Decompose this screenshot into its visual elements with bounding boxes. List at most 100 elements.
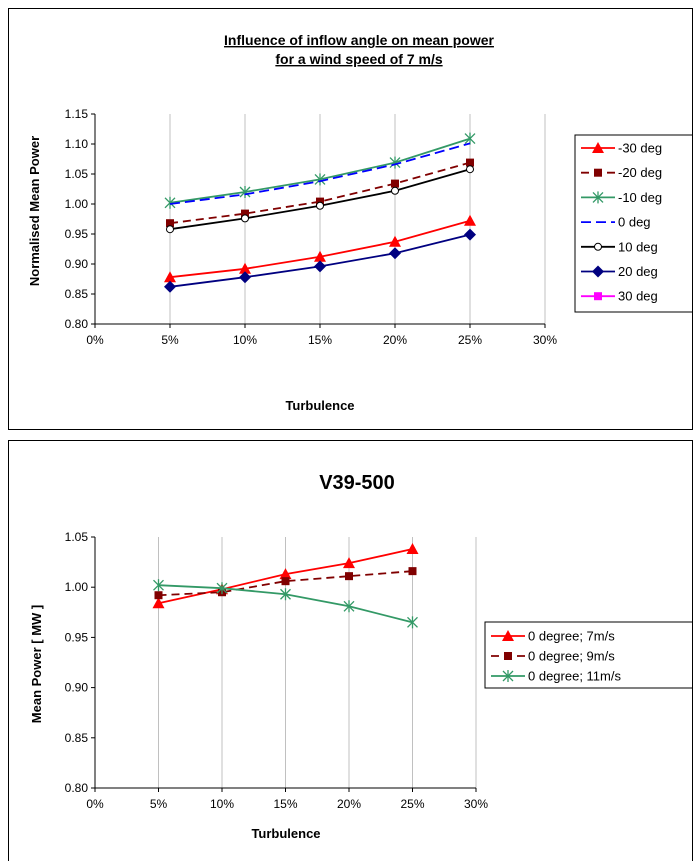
series-5 [166, 165, 474, 234]
data-point [314, 260, 326, 273]
x-tick-label: 25% [458, 333, 482, 347]
x-tick-label: 0% [86, 333, 104, 347]
chart-panel-v39-500: V39-500 Turbulence Mean Power [ MW ] 0% 5… [8, 440, 693, 861]
legend-entry: 0 degree; 11m/s [491, 669, 621, 684]
legend-marker [592, 142, 604, 153]
legend-marker [592, 191, 604, 204]
legend-label: 0 degree; 7m/s [528, 629, 615, 644]
legend-entry: 0 degree; 7m/s [491, 629, 615, 644]
legend-entry: -10 deg [581, 190, 662, 205]
x-tick-label: 15% [273, 797, 297, 811]
data-point [164, 280, 176, 293]
legend-entry: -30 deg [581, 141, 662, 156]
data-point [152, 597, 165, 609]
data-point [316, 197, 324, 206]
legend-entry: 10 deg [581, 239, 658, 254]
x-axis-label: Turbulence [285, 398, 354, 413]
legend-label: 20 deg [618, 264, 658, 279]
legend-marker [594, 168, 602, 177]
data-point [314, 250, 326, 262]
x-tick-label: 0% [86, 797, 104, 811]
chart-title-line-2: for a wind speed of 7 m/s [275, 51, 442, 67]
legend-box [574, 134, 692, 313]
plot-area: 0% 5% 10% 15% 20% 25% 30% 0.80 0.85 0.90 0.95 1.00 1… [65, 530, 489, 811]
x-tick-label: 30% [464, 797, 488, 811]
y-tick-label: 1.05 [65, 530, 89, 544]
legend-marker [502, 630, 514, 641]
data-point [164, 196, 176, 209]
x-tick-label: 25% [400, 797, 424, 811]
data-point [466, 165, 474, 174]
y-tick-label: 1.00 [65, 580, 89, 594]
data-point [166, 225, 174, 234]
data-point [407, 616, 418, 629]
data-point [343, 600, 355, 613]
y-tick-label: 0.85 [65, 287, 89, 301]
data-point [280, 588, 291, 601]
series-line [169, 161, 471, 225]
data-point [389, 235, 401, 247]
data-point [239, 186, 251, 198]
legend-label: 0 deg [618, 215, 651, 230]
legend-marker [504, 652, 512, 660]
legend-marker [594, 242, 602, 251]
legend-label: 0 degree; 9m/s [528, 649, 615, 664]
data-point [314, 173, 326, 186]
series-4 [169, 142, 471, 205]
x-tick-label: 30% [533, 333, 557, 347]
legend-entry: -20 deg [581, 165, 662, 180]
data-point [279, 568, 292, 580]
data-point [345, 572, 353, 581]
data-point [281, 577, 290, 586]
x-tick-label: 5% [161, 333, 179, 347]
legend-label: -10 deg [618, 190, 662, 205]
chart-panel-inflow-angle: Influence of inflow angle on mean power … [8, 8, 693, 430]
data-point [406, 543, 419, 555]
legend-marker [594, 292, 602, 301]
chart-title: V39-500 [319, 472, 395, 494]
data-point [154, 591, 163, 600]
chart-v39-500: V39-500 Turbulence Mean Power [ MW ] 0% 5… [29, 472, 692, 841]
legend-entry: 30 deg [581, 289, 658, 304]
data-point [166, 219, 174, 228]
data-point [343, 557, 355, 569]
legend: -30 deg -20 deg -10 deg 0 deg 10 deg 20 deg 30… [574, 134, 692, 313]
legend-entry: 0 degree; 9m/s [491, 649, 615, 664]
x-axis-label: Turbulence [251, 826, 320, 841]
y-tick-label: 1.05 [65, 167, 89, 181]
data-point [239, 262, 251, 274]
series-1 [164, 214, 476, 283]
data-point [316, 201, 324, 210]
series-3 [153, 579, 418, 629]
y-tick-label: 1.15 [65, 107, 89, 121]
legend-box [484, 621, 692, 689]
data-point [239, 271, 251, 284]
data-point [153, 579, 164, 592]
x-tick-label: 20% [337, 797, 361, 811]
data-point [389, 247, 401, 260]
legend-label: -30 deg [618, 141, 662, 156]
legend-marker [502, 670, 514, 682]
legend-label: 0 degree; 11m/s [528, 669, 621, 684]
data-point [241, 209, 249, 218]
series-line [158, 570, 413, 597]
legend-label: -20 deg [618, 165, 662, 180]
data-point [408, 567, 417, 576]
y-axis-label: Mean Power [ MW ] [29, 605, 44, 723]
y-tick-label: 0.95 [65, 630, 89, 644]
x-tick-label: 20% [383, 333, 407, 347]
chart-title-line-1: Influence of inflow angle on mean power [224, 32, 494, 48]
data-point [464, 228, 476, 241]
y-tick-label: 1.10 [65, 137, 89, 151]
x-tick-label: 10% [210, 797, 234, 811]
legend-entry: 20 deg [581, 264, 658, 279]
data-point [466, 158, 474, 167]
series-6 [164, 228, 476, 293]
y-tick-label: 0.85 [65, 731, 89, 745]
plot-area: 0% 5% 10% 15% 20% 25% 30% 0.80 0.85 0.90 0.95 1.00 1… [65, 107, 558, 347]
legend-label: 30 deg [618, 289, 658, 304]
series-2 [166, 158, 474, 228]
x-tick-label: 10% [233, 333, 257, 347]
legend: 0 degree; 7m/s 0 degree; 9m/s 0 degree; 11… [484, 621, 692, 689]
data-point [464, 132, 476, 145]
